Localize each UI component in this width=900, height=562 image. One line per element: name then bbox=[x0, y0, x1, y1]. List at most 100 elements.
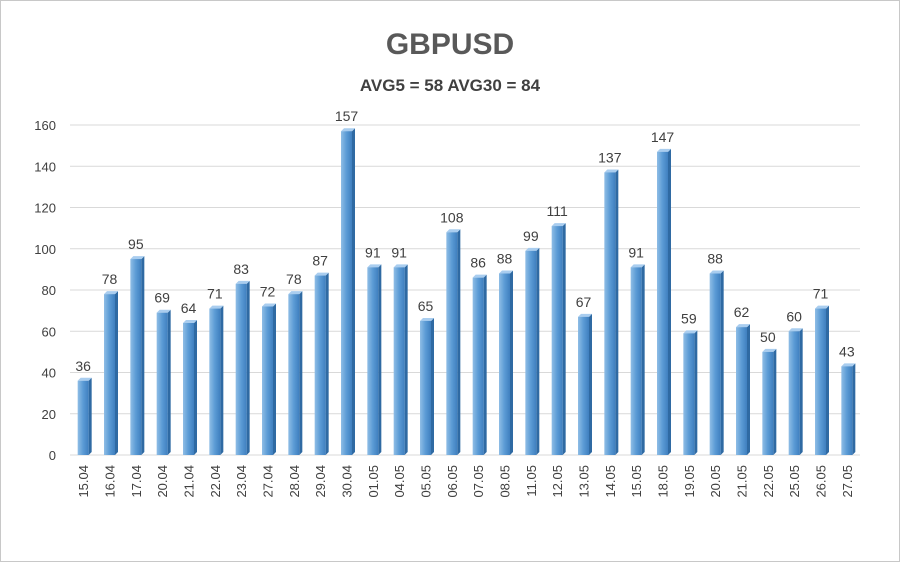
bar bbox=[209, 305, 224, 455]
y-axis: 0 20 40 60 80 100 120 140 160 bbox=[34, 118, 56, 463]
x-tick-label: 27.05 bbox=[840, 465, 855, 498]
data-label: 50 bbox=[760, 329, 776, 345]
data-label: 91 bbox=[628, 244, 644, 260]
bar-top bbox=[525, 247, 540, 251]
data-label: 62 bbox=[734, 304, 750, 320]
bar-front bbox=[788, 331, 800, 455]
data-label: 64 bbox=[181, 300, 197, 316]
x-axis: 15.04 16.04 17.04 20.04 21.04 22.04 23.04 27.04… bbox=[76, 465, 855, 498]
bar-top bbox=[209, 305, 224, 309]
bar-front bbox=[841, 366, 853, 455]
bar-side bbox=[562, 223, 566, 455]
bar bbox=[288, 291, 303, 455]
bar-top bbox=[736, 324, 750, 328]
data-label: 78 bbox=[286, 271, 302, 287]
bar bbox=[472, 274, 487, 455]
bar-side bbox=[826, 305, 829, 455]
data-label: 108 bbox=[440, 209, 464, 225]
data-label: 78 bbox=[102, 271, 118, 287]
bar-side bbox=[88, 377, 92, 455]
bar-top bbox=[683, 330, 698, 334]
bar-front bbox=[367, 267, 379, 455]
bar-front bbox=[683, 333, 695, 455]
bar-top bbox=[314, 272, 329, 276]
bar-side bbox=[220, 305, 224, 455]
y-tick-label: 160 bbox=[34, 118, 56, 133]
x-tick-label: 29.04 bbox=[313, 465, 328, 498]
bar-front bbox=[525, 250, 537, 455]
bar bbox=[262, 303, 276, 455]
bar-top bbox=[235, 280, 250, 284]
bar-front bbox=[262, 306, 273, 455]
bar-side bbox=[799, 328, 803, 455]
x-tick-label: 23.04 bbox=[234, 465, 249, 498]
bar-side bbox=[404, 264, 408, 455]
bar-front bbox=[130, 259, 142, 455]
x-tick-label: 20.05 bbox=[708, 465, 723, 498]
bar bbox=[77, 377, 92, 455]
bar bbox=[499, 270, 513, 455]
bar-top bbox=[709, 270, 724, 274]
bar-side bbox=[668, 148, 671, 455]
bar bbox=[341, 128, 355, 455]
bar bbox=[630, 264, 645, 455]
x-tick-label: 21.04 bbox=[182, 465, 197, 498]
bar-top bbox=[788, 328, 803, 332]
bar-side bbox=[694, 330, 698, 455]
bar-top bbox=[183, 320, 197, 323]
data-label: 111 bbox=[547, 203, 568, 219]
x-tick-label: 14.05 bbox=[603, 465, 618, 498]
bar bbox=[709, 270, 724, 455]
bar bbox=[525, 247, 540, 455]
bar bbox=[604, 169, 619, 455]
data-label: 60 bbox=[786, 308, 802, 324]
data-label: 86 bbox=[470, 255, 486, 271]
bar bbox=[841, 363, 856, 455]
x-tick-label: 15.04 bbox=[76, 465, 91, 498]
y-tick-label: 100 bbox=[34, 242, 56, 257]
bar-front bbox=[472, 277, 484, 455]
x-tick-label: 25.05 bbox=[787, 465, 802, 498]
bar-front bbox=[630, 267, 642, 455]
bar-side bbox=[720, 270, 724, 455]
bar-front bbox=[762, 351, 774, 455]
bar bbox=[736, 324, 750, 455]
bar bbox=[367, 264, 382, 455]
bar-front bbox=[657, 151, 668, 455]
bar-side bbox=[246, 280, 250, 455]
bar bbox=[183, 320, 197, 455]
y-tick-label: 140 bbox=[34, 159, 56, 174]
bar-top bbox=[815, 305, 829, 309]
bar-front bbox=[183, 323, 194, 455]
y-tick-label: 20 bbox=[42, 407, 56, 422]
bar-top bbox=[446, 229, 461, 233]
data-label: 83 bbox=[233, 261, 249, 277]
x-tick-label: 18.05 bbox=[656, 465, 671, 498]
bar-top bbox=[578, 313, 592, 317]
bar bbox=[551, 223, 566, 455]
grid-lines bbox=[70, 124, 860, 456]
bar-top bbox=[288, 291, 303, 295]
x-tick-label: 28.04 bbox=[287, 465, 302, 498]
chart-subtitle: AVG5 = 58 AVG30 = 84 bbox=[359, 76, 541, 95]
bar-side bbox=[273, 303, 276, 455]
x-tick-label: 04.05 bbox=[392, 465, 407, 498]
data-label: 88 bbox=[497, 251, 513, 267]
bar bbox=[788, 328, 803, 455]
x-tick-label: 16.04 bbox=[103, 465, 118, 498]
bar-front bbox=[235, 283, 247, 455]
bar bbox=[762, 348, 777, 455]
bar-front bbox=[341, 131, 352, 455]
bar-top bbox=[841, 363, 856, 367]
bar-top bbox=[130, 256, 145, 260]
bar bbox=[130, 256, 145, 455]
x-tick-label: 20.04 bbox=[155, 465, 170, 498]
y-tick-label: 0 bbox=[49, 448, 56, 463]
bar bbox=[420, 317, 434, 455]
x-tick-label: 05.05 bbox=[419, 465, 434, 498]
bar bbox=[446, 229, 461, 455]
data-label: 87 bbox=[312, 253, 328, 269]
bar-top bbox=[604, 169, 619, 173]
bar-top bbox=[472, 274, 487, 278]
